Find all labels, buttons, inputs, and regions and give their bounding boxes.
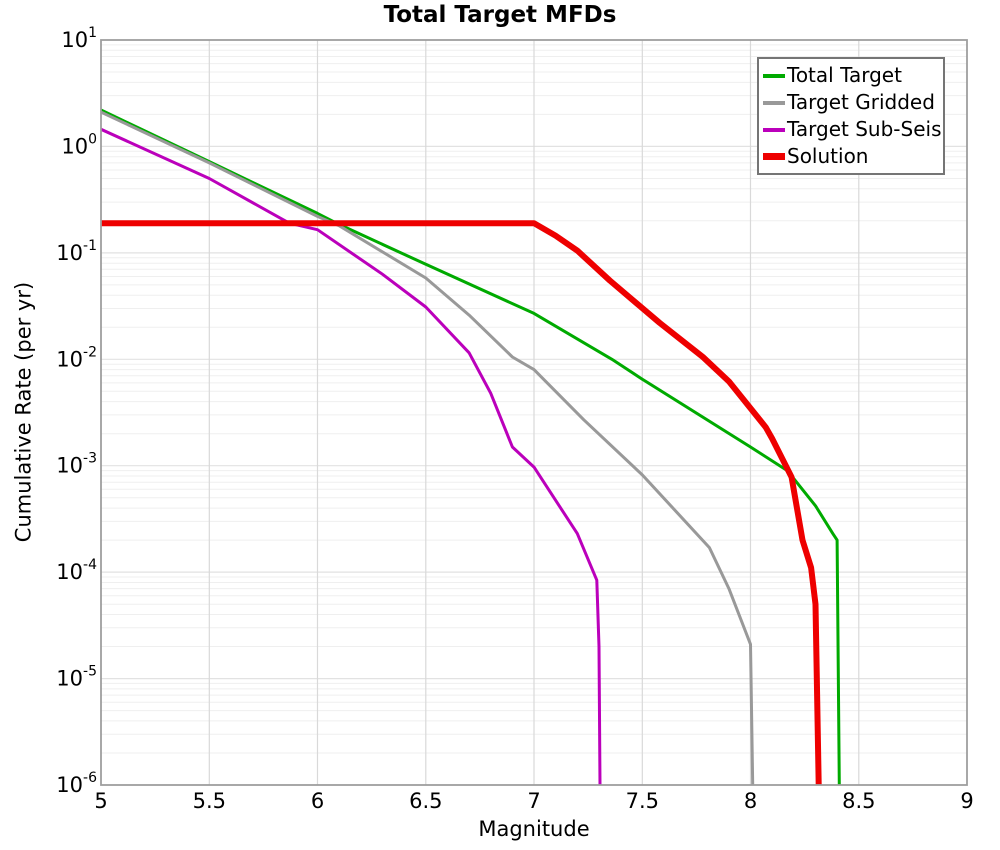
y-tick-label: 10-5	[56, 664, 97, 691]
chart-title: Total Target MFDs	[383, 2, 617, 28]
legend-item-target-sub-seis: Target Sub-Seis	[763, 119, 943, 140]
legend: Total Target Target Gridded Target Sub-S…	[757, 57, 945, 175]
y-tick-label: 10-4	[56, 557, 97, 584]
legend-label-solution: Solution	[787, 144, 869, 168]
y-tick-label: 100	[61, 131, 97, 158]
x-axis-label: Magnitude	[478, 817, 590, 841]
x-tick-label: 5.5	[193, 789, 226, 813]
x-tick-label: 6	[311, 789, 324, 813]
legend-item-target-gridded: Target Gridded	[763, 92, 943, 113]
series-line-total-target	[101, 108, 841, 785]
x-tick-label: 5	[94, 789, 107, 813]
y-tick-label: 10-2	[56, 344, 97, 371]
series-line-solution	[101, 220, 822, 785]
y-tick-label: 10-6	[56, 770, 97, 797]
legend-swatch-total-target	[763, 73, 785, 78]
legend-item-solution: Solution	[763, 146, 943, 167]
legend-swatch-target-gridded	[763, 100, 785, 105]
y-tick-label: 10-3	[56, 451, 97, 478]
legend-swatch-solution	[763, 153, 785, 160]
legend-item-total-target: Total Target	[763, 65, 943, 86]
x-tick-label: 8.5	[842, 789, 875, 813]
y-tick-label: 10-1	[56, 238, 97, 265]
x-tick-label: 8	[744, 789, 757, 813]
y-tick-label: 101	[61, 25, 97, 52]
plot-frame	[100, 39, 968, 786]
legend-label-target-sub-seis: Target Sub-Seis	[787, 117, 942, 141]
x-tick-label: 7	[527, 789, 540, 813]
legend-swatch-target-sub-seis	[763, 127, 785, 132]
legend-label-target-gridded: Target Gridded	[787, 90, 935, 114]
x-tick-label: 9	[960, 789, 973, 813]
legend-label-total-target: Total Target	[787, 63, 902, 87]
x-tick-label: 6.5	[409, 789, 442, 813]
y-axis-label: Cumulative Rate (per yr)	[11, 281, 36, 543]
x-tick-label: 7.5	[626, 789, 659, 813]
series-line-target-sub-seis	[101, 127, 602, 785]
series-line-target-gridded	[101, 110, 755, 785]
